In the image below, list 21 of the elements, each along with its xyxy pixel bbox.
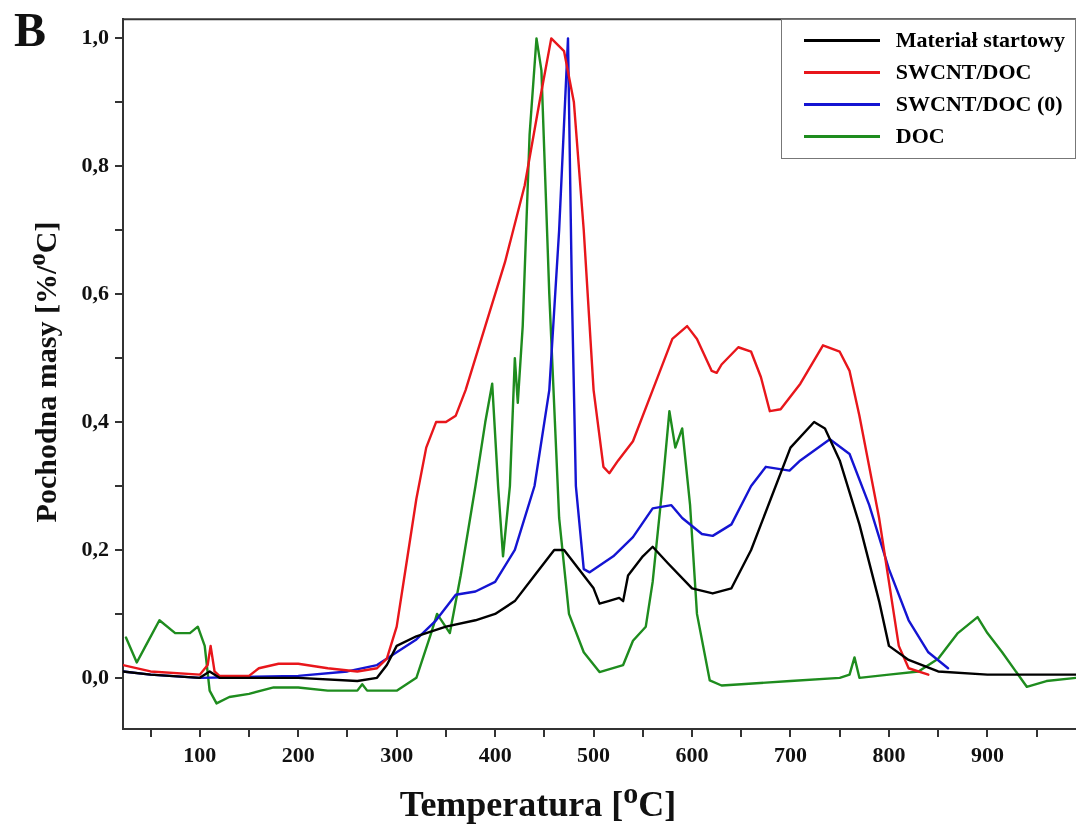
x-tick-label: 700: [773, 741, 807, 767]
x-tick-label: 600: [675, 741, 709, 767]
x-axis-title: Temperatura [$^{o}$C]: [398, 776, 678, 825]
x-tick-label: 100: [183, 741, 217, 767]
x-tick-label: 900: [970, 741, 1004, 767]
legend-label: Materiał startowy: [895, 27, 1065, 54]
x-tick-label: 400: [478, 741, 512, 767]
y-tick-label: 1,0: [81, 24, 109, 50]
y-tick-label: 0,8: [81, 151, 109, 177]
y-tick-label: 0,0: [81, 663, 109, 689]
y-tick-label: 0,6: [81, 279, 109, 305]
x-tick-label: 500: [577, 741, 611, 767]
y-tick-label: 0,2: [81, 535, 109, 561]
y-tick-label: 0,4: [81, 407, 109, 433]
legend-label: DOC: [895, 123, 945, 150]
legend-label: SWCNT/DOC (0): [895, 91, 1063, 118]
text: B: [14, 2, 47, 57]
legend-label: SWCNT/DOC: [895, 59, 1032, 86]
x-tick-label: 200: [281, 741, 315, 767]
x-tick-label: 300: [380, 741, 414, 767]
x-tick-label: 800: [872, 741, 906, 767]
